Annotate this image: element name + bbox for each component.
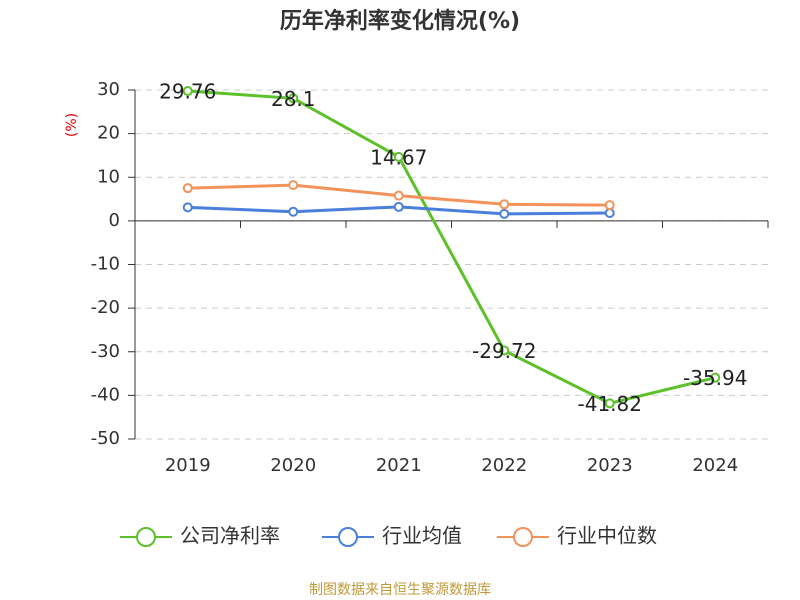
data-point (499, 199, 510, 210)
chart-title: 历年净利率变化情况(%) (280, 8, 520, 34)
y-tick-label: 10 (97, 166, 120, 187)
data-point (604, 200, 615, 211)
data-point (393, 201, 404, 212)
y-tick-label: -50 (91, 428, 120, 449)
y-axis-label: (%) (64, 113, 80, 137)
x-tick-label: 2024 (692, 455, 738, 476)
y-tick-label: -10 (91, 254, 120, 275)
data-point (499, 208, 510, 219)
legend-marker (513, 527, 533, 547)
x-tick-label: 2023 (587, 455, 633, 476)
x-tick-label: 2021 (376, 455, 422, 476)
y-tick-label: -30 (91, 341, 120, 362)
data-point (288, 180, 299, 191)
data-point (182, 86, 193, 97)
source-note: 制图数据来自恒生聚源数据库 (309, 582, 491, 598)
x-tick-label: 2020 (270, 455, 316, 476)
legend-marker (136, 527, 156, 547)
data-point (182, 183, 193, 194)
series-line (187, 89, 716, 405)
data-label: 29.76 (159, 80, 216, 104)
y-tick-label: 20 (97, 123, 120, 144)
y-tick-label: -20 (91, 297, 120, 318)
data-point (182, 202, 193, 213)
data-point (604, 398, 615, 409)
data-label: 14.67 (370, 145, 427, 169)
legend-marker (338, 527, 358, 547)
legend-label: 公司净利率 (180, 524, 280, 548)
data-point (288, 206, 299, 217)
legend-label: 行业中位数 (557, 524, 657, 548)
y-tick-label: -40 (91, 384, 120, 405)
data-label: -29.72 (472, 339, 536, 363)
legend-label: 行业均值 (382, 524, 462, 548)
data-label: 28.1 (271, 87, 316, 111)
x-tick-label: 2019 (165, 455, 211, 476)
data-point (499, 345, 510, 356)
data-label: -35.94 (683, 366, 747, 390)
y-tick-label: 30 (97, 79, 120, 100)
y-tick-label: 0 (109, 210, 120, 231)
data-point (393, 151, 404, 162)
data-point (393, 190, 404, 201)
data-point (288, 93, 299, 104)
data-label: -41.82 (578, 392, 642, 416)
data-point (604, 208, 615, 219)
data-point (710, 372, 721, 383)
x-tick-label: 2022 (481, 455, 527, 476)
